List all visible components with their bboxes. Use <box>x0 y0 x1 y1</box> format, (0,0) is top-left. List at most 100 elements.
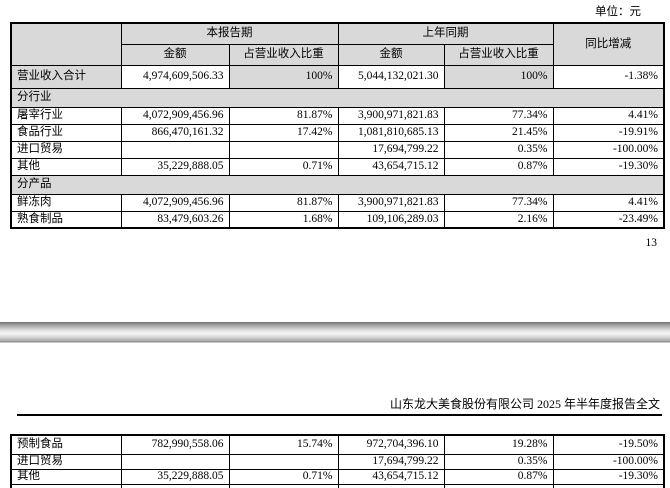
value-cell <box>120 483 230 488</box>
row-label: 鲜冻肉 <box>10 193 122 212</box>
header-amount-prior: 金额 <box>337 43 445 66</box>
value-cell: 866,470,161.32 <box>120 123 230 142</box>
table-row: 熟食制品 83,479,603.26 1.68% 109,106,289.03 2.16… <box>10 210 665 229</box>
header-prior-period: 上年同期 <box>337 22 554 45</box>
row-label: 进口贸易 <box>10 453 122 470</box>
value-cell: 17,694,799.22 <box>337 453 445 470</box>
value-cell: -100.00% <box>552 453 665 470</box>
value-cell <box>337 483 445 488</box>
value-cell: 35,229,888.05 <box>120 157 230 176</box>
value-cell: 1,081,810,685.13 <box>337 123 445 142</box>
value-cell: 77.34% <box>443 193 554 212</box>
row-label: 食品行业 <box>10 123 122 142</box>
row-label <box>10 483 122 488</box>
value-cell: 0.71% <box>228 468 339 485</box>
row-label: 屠宰行业 <box>10 106 122 125</box>
report-title: 山东龙大美食股份有限公司 2025 年半年度报告全文 <box>389 397 660 411</box>
value-cell: 100% <box>443 64 554 89</box>
value-cell: 4,072,909,456.96 <box>120 193 230 212</box>
value-cell: 17,694,799.22 <box>337 140 445 159</box>
section-label: 分产品 <box>10 174 665 195</box>
page-separator-bar <box>0 322 670 343</box>
row-label: 营业收入合计 <box>10 64 122 89</box>
value-cell: 19.28% <box>443 434 554 455</box>
value-cell: 109,106,289.03 <box>337 210 445 229</box>
value-cell: 4,974,609,506.33 <box>120 64 230 89</box>
value-cell: 81.87% <box>228 106 339 125</box>
value-cell: 2.16% <box>443 210 554 229</box>
value-cell: 35,229,888.05 <box>120 468 230 485</box>
table-row <box>10 483 665 488</box>
header-current-period: 本报告期 <box>120 22 339 45</box>
value-cell: -19.91% <box>552 123 665 142</box>
value-cell <box>552 483 665 488</box>
value-cell: -23.49% <box>552 210 665 229</box>
table-row: 分行业 <box>10 87 665 108</box>
header-yoy-change: 同比增减 <box>552 22 665 66</box>
value-cell <box>120 453 230 470</box>
value-cell <box>443 483 554 488</box>
value-cell: 0.35% <box>443 140 554 159</box>
value-cell: -19.30% <box>552 468 665 485</box>
page-number: 13 <box>645 237 658 249</box>
corner-cell <box>10 22 122 66</box>
row-label: 熟食制品 <box>10 210 122 229</box>
row-label: 其他 <box>10 468 122 485</box>
table-row: 其他 35,229,888.05 0.71% 43,654,715.12 0.87% -1… <box>10 468 665 485</box>
value-cell: 0.87% <box>443 157 554 176</box>
value-cell: 5,044,132,021.30 <box>337 64 445 89</box>
value-cell <box>228 140 339 159</box>
value-cell: 3,900,971,821.83 <box>337 193 445 212</box>
value-cell: 83,479,603.26 <box>120 210 230 229</box>
value-cell: 43,654,715.12 <box>337 468 445 485</box>
revenue-table-body: 营业收入合计 4,974,609,506.33 100% 5,044,132,021.… <box>10 64 665 229</box>
value-cell <box>228 483 339 488</box>
table-row: 预制食品 782,990,558.06 15.74% 972,704,396.10 19… <box>10 434 665 455</box>
value-cell: 0.71% <box>228 157 339 176</box>
header-pct-current: 占营业收入比重 <box>228 43 339 66</box>
row-label: 其他 <box>10 157 122 176</box>
table-row: 其他 35,229,888.05 0.71% 43,654,715.12 0.87% -1… <box>10 157 665 176</box>
table-header-row: 本报告期 上年同期 同比增减 <box>10 22 665 66</box>
value-cell: 17.42% <box>228 123 339 142</box>
continuation-table-body: 预制食品 782,990,558.06 15.74% 972,704,396.10 19… <box>10 434 665 488</box>
value-cell: 81.87% <box>228 193 339 212</box>
table-row: 分产品 <box>10 174 665 195</box>
header-pct-prior: 占营业收入比重 <box>443 43 554 66</box>
header-rule <box>17 414 662 416</box>
value-cell: 15.74% <box>228 434 339 455</box>
value-cell: 77.34% <box>443 106 554 125</box>
value-cell: 100% <box>228 64 339 89</box>
value-cell <box>120 140 230 159</box>
value-cell: -1.38% <box>552 64 665 89</box>
table-row: 食品行业 866,470,161.32 17.42% 1,081,810,685.13… <box>10 123 665 142</box>
table-row: 屠宰行业 4,072,909,456.96 81.87% 3,900,971,821.… <box>10 106 665 125</box>
section-label: 分行业 <box>10 87 665 108</box>
value-cell: 4.41% <box>552 106 665 125</box>
row-label: 进口贸易 <box>10 140 122 159</box>
table-subheader-row: 金额 占营业收入比重 金额 占营业收入比重 <box>11 43 664 66</box>
table-row: 进口贸易 17,694,799.22 0.35% -100.00% <box>10 453 665 470</box>
value-cell: 21.45% <box>443 123 554 142</box>
value-cell: 4,072,909,456.96 <box>120 106 230 125</box>
value-cell: 782,990,558.06 <box>120 434 230 455</box>
value-cell: 972,704,396.10 <box>337 434 445 455</box>
revenue-table-continuation: 预制食品 782,990,558.06 15.74% 972,704,396.10 19… <box>10 434 665 488</box>
value-cell: 43,654,715.12 <box>337 157 445 176</box>
table-row: 鲜冻肉 4,072,909,456.96 81.87% 3,900,971,821.8… <box>10 193 665 212</box>
value-cell: 0.35% <box>443 453 554 470</box>
unit-label: 单位：元 <box>595 6 641 18</box>
value-cell: -19.30% <box>552 157 665 176</box>
value-cell: 4.41% <box>552 193 665 212</box>
value-cell: 0.87% <box>443 468 554 485</box>
table-row: 进口贸易 17,694,799.22 0.35% -100.00% <box>10 140 665 159</box>
value-cell: 3,900,971,821.83 <box>337 106 445 125</box>
value-cell: 1.68% <box>228 210 339 229</box>
value-cell: -19.50% <box>552 434 665 455</box>
row-label: 预制食品 <box>10 434 122 455</box>
header-amount-current: 金额 <box>120 43 230 66</box>
revenue-table: 本报告期 上年同期 同比增减 金额 占营业收入比重 金额 占营业收入比重 营业收… <box>10 22 665 229</box>
table-row: 营业收入合计 4,974,609,506.33 100% 5,044,132,021.… <box>10 64 665 89</box>
value-cell: -100.00% <box>552 140 665 159</box>
